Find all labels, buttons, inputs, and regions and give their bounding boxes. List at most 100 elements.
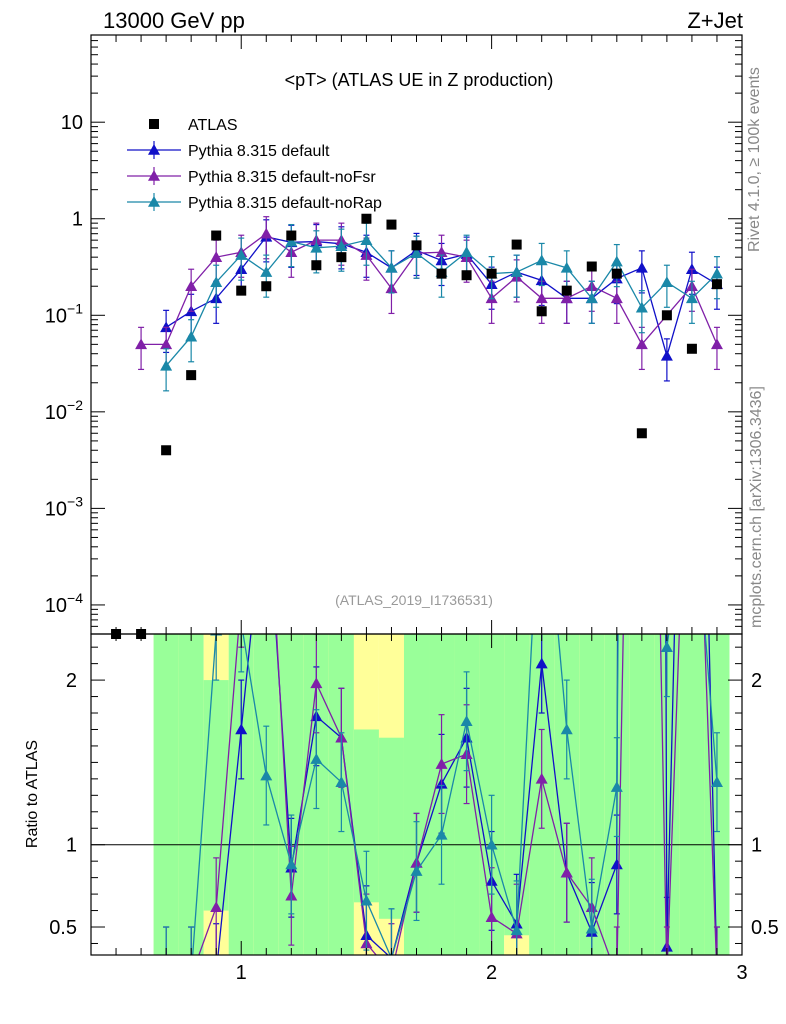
reference-point [186, 370, 197, 381]
ratio-point [210, 967, 222, 978]
chart-title: <pT> (ATLAS UE in Z production) [285, 70, 554, 90]
data-point [685, 292, 698, 304]
ratio-point [711, 970, 723, 981]
reference-point [161, 445, 172, 456]
ratio-point [435, 758, 448, 769]
ratio-point [560, 866, 573, 878]
ratio-band-inner [679, 634, 705, 955]
legend-marker [148, 196, 160, 207]
ratio-point [535, 657, 548, 669]
legend: ATLAS Pythia 8.315 default Pythia 8.315 de… [127, 117, 382, 212]
data-point [585, 292, 598, 304]
data-point [185, 330, 198, 342]
ratio-point [260, 444, 272, 455]
data-point [660, 349, 673, 361]
data-point [310, 241, 323, 253]
ratio-point [435, 828, 448, 840]
header-left-label: 13000 GeV pp [103, 8, 245, 33]
legend-label: Pythia 8.315 default-noFsr [188, 169, 376, 186]
ratio-point [686, 460, 698, 471]
ratio-point [485, 838, 498, 850]
ratio-point [235, 592, 247, 603]
reference-point [636, 428, 647, 439]
reference-point [461, 270, 472, 281]
ratio-point [310, 753, 323, 764]
ratio-point [260, 769, 273, 781]
reference-point [611, 268, 622, 279]
reference-point [436, 268, 447, 279]
ratio-band-inner [178, 634, 204, 955]
ratio-point [160, 970, 172, 981]
ratio-point [536, 444, 548, 455]
header-right-label: Z+Jet [687, 8, 743, 33]
y-tick-label: 10 [61, 112, 83, 134]
data-point [235, 249, 248, 260]
data-point [660, 276, 673, 288]
ratio-point [410, 865, 423, 876]
axis-ticks [90, 34, 743, 955]
data-point [435, 246, 448, 258]
ratio-band-inner [378, 737, 404, 919]
data-point [285, 235, 298, 247]
legend-marker-reference [149, 119, 159, 129]
ratio-point [185, 970, 197, 981]
ratio-y-tick-label-right: 2 [751, 670, 762, 692]
data-point [535, 292, 548, 304]
reference-point [586, 261, 597, 272]
reference-point [711, 279, 722, 290]
legend-marker [148, 144, 160, 155]
y-tick-label: 10−2 [45, 397, 83, 424]
reference-point [511, 239, 522, 250]
ratio-point [210, 901, 223, 913]
ratio-point [660, 641, 673, 652]
reference-point [211, 230, 222, 241]
reference-point [411, 240, 422, 251]
data-point [635, 338, 648, 350]
data-point [160, 359, 173, 371]
ratio-band-inner [629, 634, 655, 955]
legend-marker [148, 170, 160, 181]
data-point [560, 261, 573, 273]
data-point [135, 338, 148, 350]
ratio-point [560, 723, 573, 735]
data-point [635, 261, 648, 273]
ratio-point [485, 911, 498, 922]
ratio-point [535, 772, 548, 784]
reference-point [236, 285, 247, 296]
legend-label-reference: ATLAS [188, 117, 238, 134]
ratio-point [185, 970, 197, 981]
data-point [460, 246, 473, 258]
data-point [510, 266, 523, 277]
data-point [710, 338, 723, 350]
ratio-point [610, 858, 623, 870]
reference-point [311, 260, 322, 271]
y-tick-label: 10−1 [45, 300, 83, 327]
ratio-point [510, 924, 523, 936]
y-tick-label: 1 [72, 209, 83, 231]
ratio-point [160, 970, 172, 981]
data-point [260, 266, 273, 277]
series-ratio-2 [160, 444, 723, 981]
ratio-point [710, 776, 723, 787]
analysis-watermark: (ATLAS_2019_I1736531) [335, 592, 493, 608]
series-line [141, 232, 718, 346]
data-point [635, 301, 648, 313]
reference-point [361, 213, 372, 224]
data-point [185, 280, 198, 292]
ratio-point [260, 477, 272, 488]
data-point [410, 247, 423, 258]
data-point [335, 240, 348, 251]
ratio-point [360, 894, 373, 906]
series-layer [135, 216, 723, 981]
ratio-point [611, 970, 623, 981]
data-point [210, 251, 223, 262]
reference-point [661, 310, 672, 321]
reference-point [561, 285, 572, 296]
reference-point [286, 230, 297, 241]
reference-point [261, 281, 272, 292]
data-point [535, 254, 548, 266]
legend-label: Pythia 8.315 default-noRap [188, 195, 382, 212]
ratio-point [385, 967, 397, 978]
ratio-point [711, 970, 723, 981]
ratio-axis-label: Ratio to ATLAS [24, 740, 41, 848]
